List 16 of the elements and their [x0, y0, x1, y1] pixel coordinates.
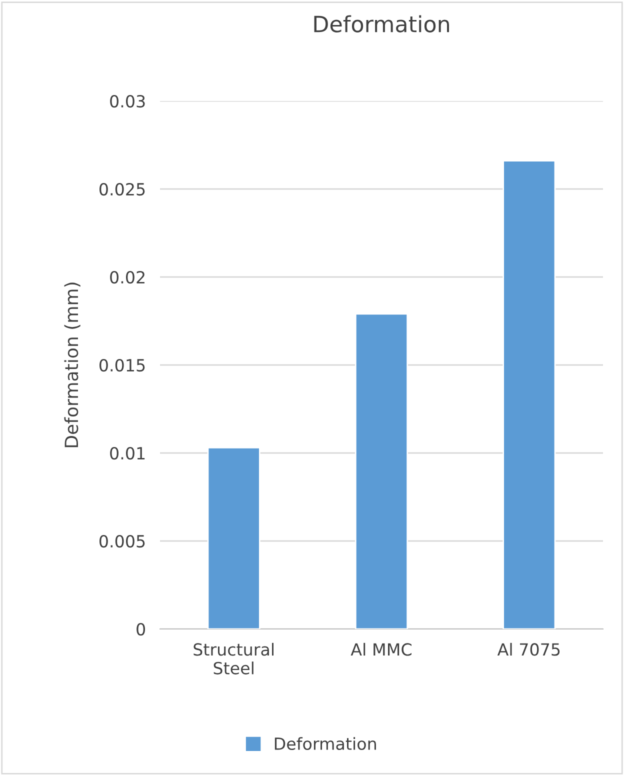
x-tick-label: Structural Steel: [194, 642, 274, 674]
x-tick-label: Al MMC: [350, 642, 412, 656]
y-tick-label: 0.02: [110, 270, 144, 284]
y-tick-label: 0.01: [110, 446, 145, 460]
y-tick-label: 0.03: [110, 94, 145, 108]
legend-label: Deformation: [274, 737, 376, 750]
y-axis-title: Deformation (mm): [64, 282, 80, 448]
x-tick-label: Al 7075: [497, 642, 560, 656]
y-tick-label: 0: [136, 622, 146, 636]
bar: [502, 160, 556, 629]
chart-title: Deformation: [314, 15, 450, 32]
bar: [207, 447, 260, 629]
y-tick-label: 0.025: [99, 182, 145, 196]
y-tick-label: 0.005: [99, 534, 145, 548]
bar: [354, 313, 408, 629]
y-tick-label: 0.015: [99, 358, 145, 372]
